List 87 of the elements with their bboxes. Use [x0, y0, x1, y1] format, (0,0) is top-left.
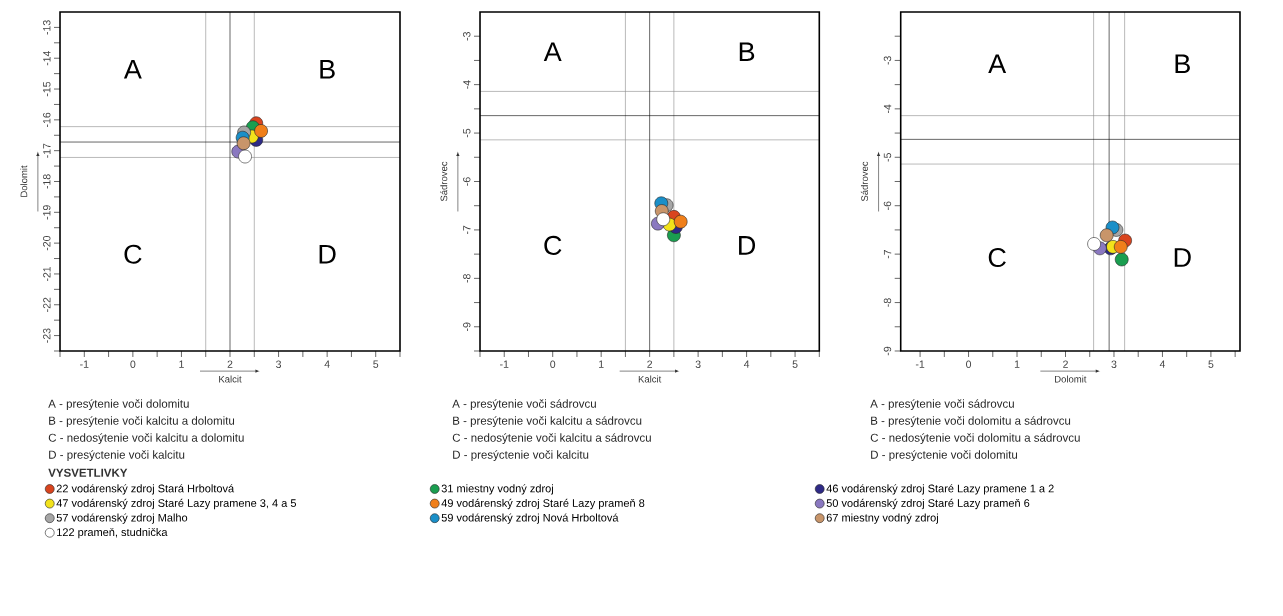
annotation: D	[1174, 248, 1191, 267]
x-tick-label: 4	[743, 360, 750, 368]
y-tick-label: -7	[463, 225, 471, 235]
legend-label: 50 vodárenský zdroj Staré Lazy prameň 6	[826, 498, 1030, 510]
x-tick-label: 0	[550, 360, 556, 368]
x-axis-title: Kalcit	[638, 375, 662, 383]
x-tick-label: 1	[1014, 360, 1020, 368]
legend-label: 67 miestny vodný zdroj	[826, 513, 938, 524]
legend-label: 46 vodárenský zdroj Staré Lazy pramene 1 a 2	[826, 484, 1054, 495]
x-tick-label: 5	[373, 360, 379, 368]
x-tick-label: -1	[500, 360, 509, 368]
legend-label: 57 vodárenský zdroj Malho	[56, 513, 188, 524]
x-tick-label: 5	[1208, 360, 1214, 368]
annotation: C	[124, 244, 142, 264]
x-axis-title: Kalcit	[219, 375, 242, 383]
y-tick-label: -3	[463, 32, 471, 41]
y-tick-label: -18	[43, 174, 51, 189]
annotation: D	[319, 244, 336, 264]
legend-label: 31 miestny vodný zdroj	[441, 484, 553, 495]
text: A - presýtenie voči sádrovcu	[452, 399, 596, 411]
annotation: B	[739, 42, 755, 61]
x-tick-label: 2	[227, 360, 233, 368]
text: C - nedosýtenie voči dolomitu a sádrovcu	[870, 433, 1080, 445]
text: A - presýtenie voči sádrovcu	[870, 399, 1014, 411]
x-tick-label: 2	[647, 360, 653, 368]
y-tick-label: -3	[883, 56, 892, 65]
annotation: A	[123, 60, 142, 79]
x-tick-label: 2	[1063, 360, 1068, 368]
x-tick-label: 1	[179, 360, 184, 368]
annotation: B	[1175, 54, 1190, 74]
x-tick-label: 1	[599, 360, 604, 368]
text: D - presýctenie voči kalcitu	[453, 450, 589, 462]
text: D - presýctenie voči dolomitu	[871, 450, 1018, 462]
text: D - presýctenie voči kalcitu	[49, 450, 185, 462]
text: C - nedosýtenie voči kalcitu a sádrovcu	[452, 433, 651, 445]
x-tick-label: -1	[915, 360, 925, 368]
y-tick-label: -17	[43, 143, 51, 158]
y-tick-label: -9	[883, 346, 892, 356]
y-tick-label: -5	[883, 153, 892, 162]
y-axis-title: Sádrovec	[440, 161, 448, 202]
annotation: A	[543, 42, 562, 61]
y-tick-label: -20	[43, 235, 51, 251]
y-axis-title: Dolomit	[20, 165, 28, 197]
x-tick-label: 5	[792, 360, 798, 368]
legend-title: VYSVETLIVKY	[48, 468, 128, 477]
text: A - presýtenie voči dolomitu	[48, 399, 189, 411]
x-tick-label: 4	[1159, 360, 1166, 368]
y-tick-label: -4	[463, 80, 471, 89]
y-tick-label: -22	[43, 297, 51, 312]
text: B - presýtenie voči kalcitu a dolomitu	[49, 416, 235, 428]
y-tick-label: -19	[43, 205, 51, 220]
x-axis-title: Dolomit	[1055, 375, 1087, 383]
legend-label: 59 vodárenský zdroj Nová Hrboltová	[441, 513, 619, 524]
annotation: C	[544, 235, 562, 255]
y-tick-label: -9	[463, 322, 471, 331]
legend-label: 47 vodárenský zdroj Staré Lazy pramene 3, 4 a 5	[56, 498, 297, 510]
y-tick-label: -16	[43, 112, 51, 127]
y-axis-title: Sádrovec	[860, 161, 868, 202]
y-tick-label: -23	[43, 328, 51, 343]
y-tick-label: -6	[463, 177, 471, 186]
x-tick-label: 3	[276, 360, 282, 368]
annotation: B	[320, 60, 335, 79]
y-tick-label: -8	[883, 298, 892, 307]
y-tick-label: -8	[463, 274, 471, 283]
x-tick-label: 0	[130, 360, 136, 368]
y-tick-label: -14	[43, 50, 51, 66]
annotation: D	[739, 236, 756, 255]
y-tick-label: -13	[43, 20, 51, 35]
legend-label: 122 prameň, studnička	[57, 527, 168, 539]
x-tick-label: -1	[80, 360, 89, 368]
text: B - presýtenie voči kalcitu a sádrovcu	[453, 416, 642, 428]
annotation: C	[988, 247, 1006, 268]
x-tick-label: 4	[324, 360, 330, 368]
y-tick-label: -4	[883, 104, 892, 114]
y-tick-label: -5	[463, 128, 471, 138]
x-tick-label: 0	[966, 360, 972, 368]
y-tick-label: -21	[43, 266, 51, 282]
text: B - presýtenie voči dolomitu a sádrovcu	[871, 416, 1071, 428]
x-tick-label: 3	[695, 360, 701, 368]
text: C - nedosýtenie voči kalcitu a dolomitu	[48, 433, 244, 445]
annotation: A	[988, 54, 1007, 74]
y-tick-label: -7	[883, 250, 892, 259]
legend-label: 49 vodárenský zdroj Staré Lazy prameň 8	[441, 498, 645, 510]
legend-label: 22 vodárenský zdroj Stará Hrboltová	[56, 484, 235, 495]
y-tick-label: -6	[883, 201, 892, 210]
x-tick-label: 3	[1111, 360, 1117, 368]
y-tick-label: -15	[43, 81, 51, 97]
